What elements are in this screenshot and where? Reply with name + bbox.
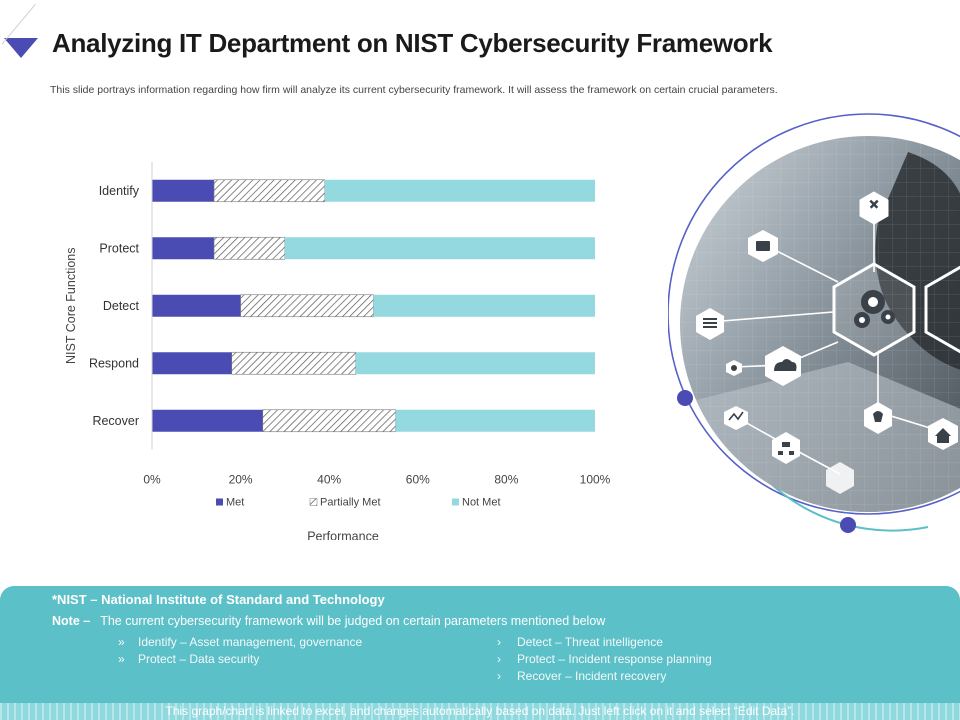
x-axis-title: Performance (307, 530, 379, 541)
nist-footnote: *NIST – National Institute of Standard a… (52, 592, 385, 607)
cybersecurity-hexagon-visual (668, 113, 960, 533)
legend-swatch-partially-met (309, 498, 318, 506)
bullet-marker: » (118, 635, 125, 649)
bullet-marker: » (118, 652, 125, 666)
list-item: » Protect – Data security (118, 652, 362, 669)
x-tick-label: 60% (406, 473, 430, 487)
legend-label-met: Met (226, 497, 244, 509)
x-tick-label: 40% (317, 473, 341, 487)
page-title: Analyzing IT Department on NIST Cybersec… (52, 28, 773, 58)
list-item: › Detect – Threat intelligence (497, 635, 712, 652)
bullet-marker: › (497, 652, 501, 666)
corner-triangle-decoration (4, 38, 38, 58)
list-item: » Identify – Asset management, governance (118, 635, 362, 652)
bar-protect-partially-met[interactable] (213, 236, 286, 260)
x-tick-label: 0% (143, 473, 161, 487)
bar-respond-met[interactable] (152, 352, 232, 375)
chart-legend: Met Partially Met Not Met (216, 497, 501, 509)
right-bullet-list: › Detect – Threat intelligence › Protect –… (497, 635, 712, 686)
performance-bar-chart[interactable]: Identify Protect Detect Respond Recover 0% 20%… (56, 150, 636, 540)
bar-identify-not-met[interactable] (324, 179, 595, 202)
bar-detect-partially-met[interactable] (240, 294, 374, 318)
outer-ring (668, 113, 960, 515)
list-item: › Recover – Incident recovery (497, 669, 712, 686)
bullet-text: Protect – Data security (138, 652, 260, 666)
bar-detect-not-met[interactable] (373, 294, 596, 317)
list-item: › Protect – Incident response planning (497, 652, 712, 669)
legend-swatch-met (216, 498, 223, 506)
category-label-recover: Recover (92, 414, 139, 428)
bar-identify-met[interactable] (152, 179, 215, 202)
bar-respond-not-met[interactable] (355, 352, 595, 375)
accent-dot-left (677, 390, 693, 406)
x-tick-label: 100% (580, 473, 611, 487)
bar-recover-not-met[interactable] (395, 409, 595, 432)
bar-respond-partially-met[interactable] (231, 351, 357, 375)
x-tick-label: 80% (494, 473, 518, 487)
bar-recover-met[interactable] (152, 409, 263, 432)
legend-label-partially-met: Partially Met (320, 497, 381, 509)
bullet-marker: › (497, 635, 501, 649)
category-label-identify: Identify (99, 184, 140, 198)
accent-dot-bottom (840, 517, 856, 533)
bars-layer (152, 179, 596, 433)
bottom-strip (0, 703, 960, 720)
bar-protect-not-met[interactable] (284, 237, 595, 260)
y-axis-title: NIST Core Functions (64, 248, 78, 364)
legend-swatch-not-met (452, 498, 459, 506)
bullet-text: Recover – Incident recovery (517, 669, 667, 683)
left-bullet-list: » Identify – Asset management, governance… (118, 635, 362, 669)
page-subtitle: This slide portrays information regardin… (50, 84, 778, 96)
x-tick-label: 20% (229, 473, 253, 487)
note-text: The current cybersecurity framework will… (100, 614, 606, 628)
note-line: Note – The current cybersecurity framewor… (52, 614, 605, 628)
legend-label-not-met: Not Met (462, 497, 501, 509)
bullet-text: Identify – Asset management, governance (138, 635, 363, 649)
bullet-marker: › (497, 669, 501, 683)
edit-data-disclaimer: This graph/chart is linked to excel, and… (165, 704, 795, 718)
category-label-protect: Protect (99, 241, 139, 255)
bar-detect-met[interactable] (152, 294, 241, 317)
footer-band (0, 586, 960, 704)
bullet-text: Protect – Incident response planning (517, 652, 712, 666)
axis-layer: Identify Protect Detect Respond Recover 0% 20%… (89, 162, 611, 487)
category-label-detect: Detect (103, 299, 140, 313)
bar-identify-partially-met[interactable] (213, 179, 326, 203)
bullet-text: Detect – Threat intelligence (517, 635, 663, 649)
bar-recover-partially-met[interactable] (262, 409, 396, 433)
category-label-respond: Respond (89, 356, 139, 370)
bar-protect-met[interactable] (152, 237, 215, 260)
note-label: Note – (52, 614, 91, 628)
